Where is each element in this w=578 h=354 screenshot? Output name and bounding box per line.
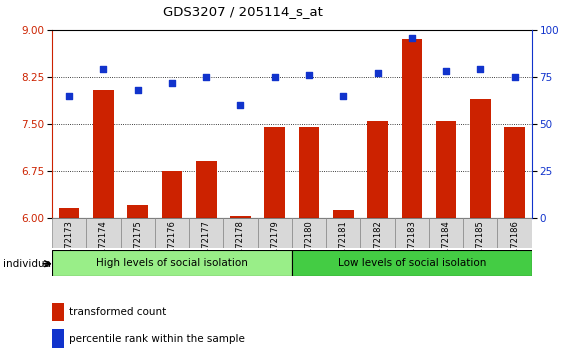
Bar xyxy=(265,127,285,218)
Bar xyxy=(162,171,182,218)
Text: GSM172179: GSM172179 xyxy=(271,220,279,271)
Bar xyxy=(52,329,64,348)
Bar xyxy=(230,216,251,218)
Text: GSM172183: GSM172183 xyxy=(407,220,416,271)
Bar xyxy=(367,121,388,218)
Text: GSM172173: GSM172173 xyxy=(65,220,73,271)
Bar xyxy=(86,218,121,248)
Bar xyxy=(402,40,422,218)
Bar xyxy=(127,205,148,218)
Bar xyxy=(121,218,155,248)
Bar xyxy=(258,218,292,248)
Text: Low levels of social isolation: Low levels of social isolation xyxy=(338,258,486,268)
Text: GSM172178: GSM172178 xyxy=(236,220,245,271)
Bar xyxy=(155,218,189,248)
Text: GSM172185: GSM172185 xyxy=(476,220,485,271)
Bar xyxy=(52,250,292,276)
Point xyxy=(373,70,382,76)
Bar xyxy=(395,218,429,248)
Bar xyxy=(59,208,79,218)
Bar xyxy=(52,303,64,321)
Text: transformed count: transformed count xyxy=(69,307,166,317)
Point xyxy=(510,74,519,80)
Text: GDS3207 / 205114_s_at: GDS3207 / 205114_s_at xyxy=(163,5,323,18)
Bar xyxy=(361,218,395,248)
Text: GSM172177: GSM172177 xyxy=(202,220,211,271)
Text: GSM172186: GSM172186 xyxy=(510,220,519,271)
Bar xyxy=(292,218,326,248)
Text: High levels of social isolation: High levels of social isolation xyxy=(96,258,248,268)
Bar xyxy=(299,127,319,218)
Text: GSM172181: GSM172181 xyxy=(339,220,348,271)
Text: GSM172180: GSM172180 xyxy=(305,220,313,271)
Point xyxy=(476,67,485,72)
Point xyxy=(407,35,416,40)
Bar xyxy=(470,99,491,218)
Point xyxy=(65,93,74,98)
Text: GSM172176: GSM172176 xyxy=(168,220,176,271)
Point xyxy=(442,69,451,74)
Point xyxy=(305,72,314,78)
Bar xyxy=(223,218,258,248)
Text: GSM172175: GSM172175 xyxy=(133,220,142,271)
Bar xyxy=(326,218,361,248)
Bar xyxy=(196,161,217,218)
Point xyxy=(202,74,211,80)
Bar xyxy=(292,250,532,276)
Bar xyxy=(429,218,463,248)
Text: GSM172174: GSM172174 xyxy=(99,220,108,271)
Point xyxy=(168,80,177,85)
Bar xyxy=(498,218,532,248)
Bar xyxy=(333,210,354,218)
Bar xyxy=(505,127,525,218)
Point xyxy=(339,93,348,98)
Bar xyxy=(436,121,457,218)
Point xyxy=(270,74,279,80)
Text: GSM172182: GSM172182 xyxy=(373,220,382,271)
Point xyxy=(236,102,245,108)
Point xyxy=(99,67,108,72)
Text: percentile rank within the sample: percentile rank within the sample xyxy=(69,334,245,344)
Point xyxy=(133,87,142,93)
Text: GSM172184: GSM172184 xyxy=(442,220,451,271)
Bar xyxy=(189,218,223,248)
Text: individual: individual xyxy=(3,259,54,269)
Bar xyxy=(52,218,86,248)
Bar xyxy=(93,90,114,218)
Bar xyxy=(463,218,498,248)
